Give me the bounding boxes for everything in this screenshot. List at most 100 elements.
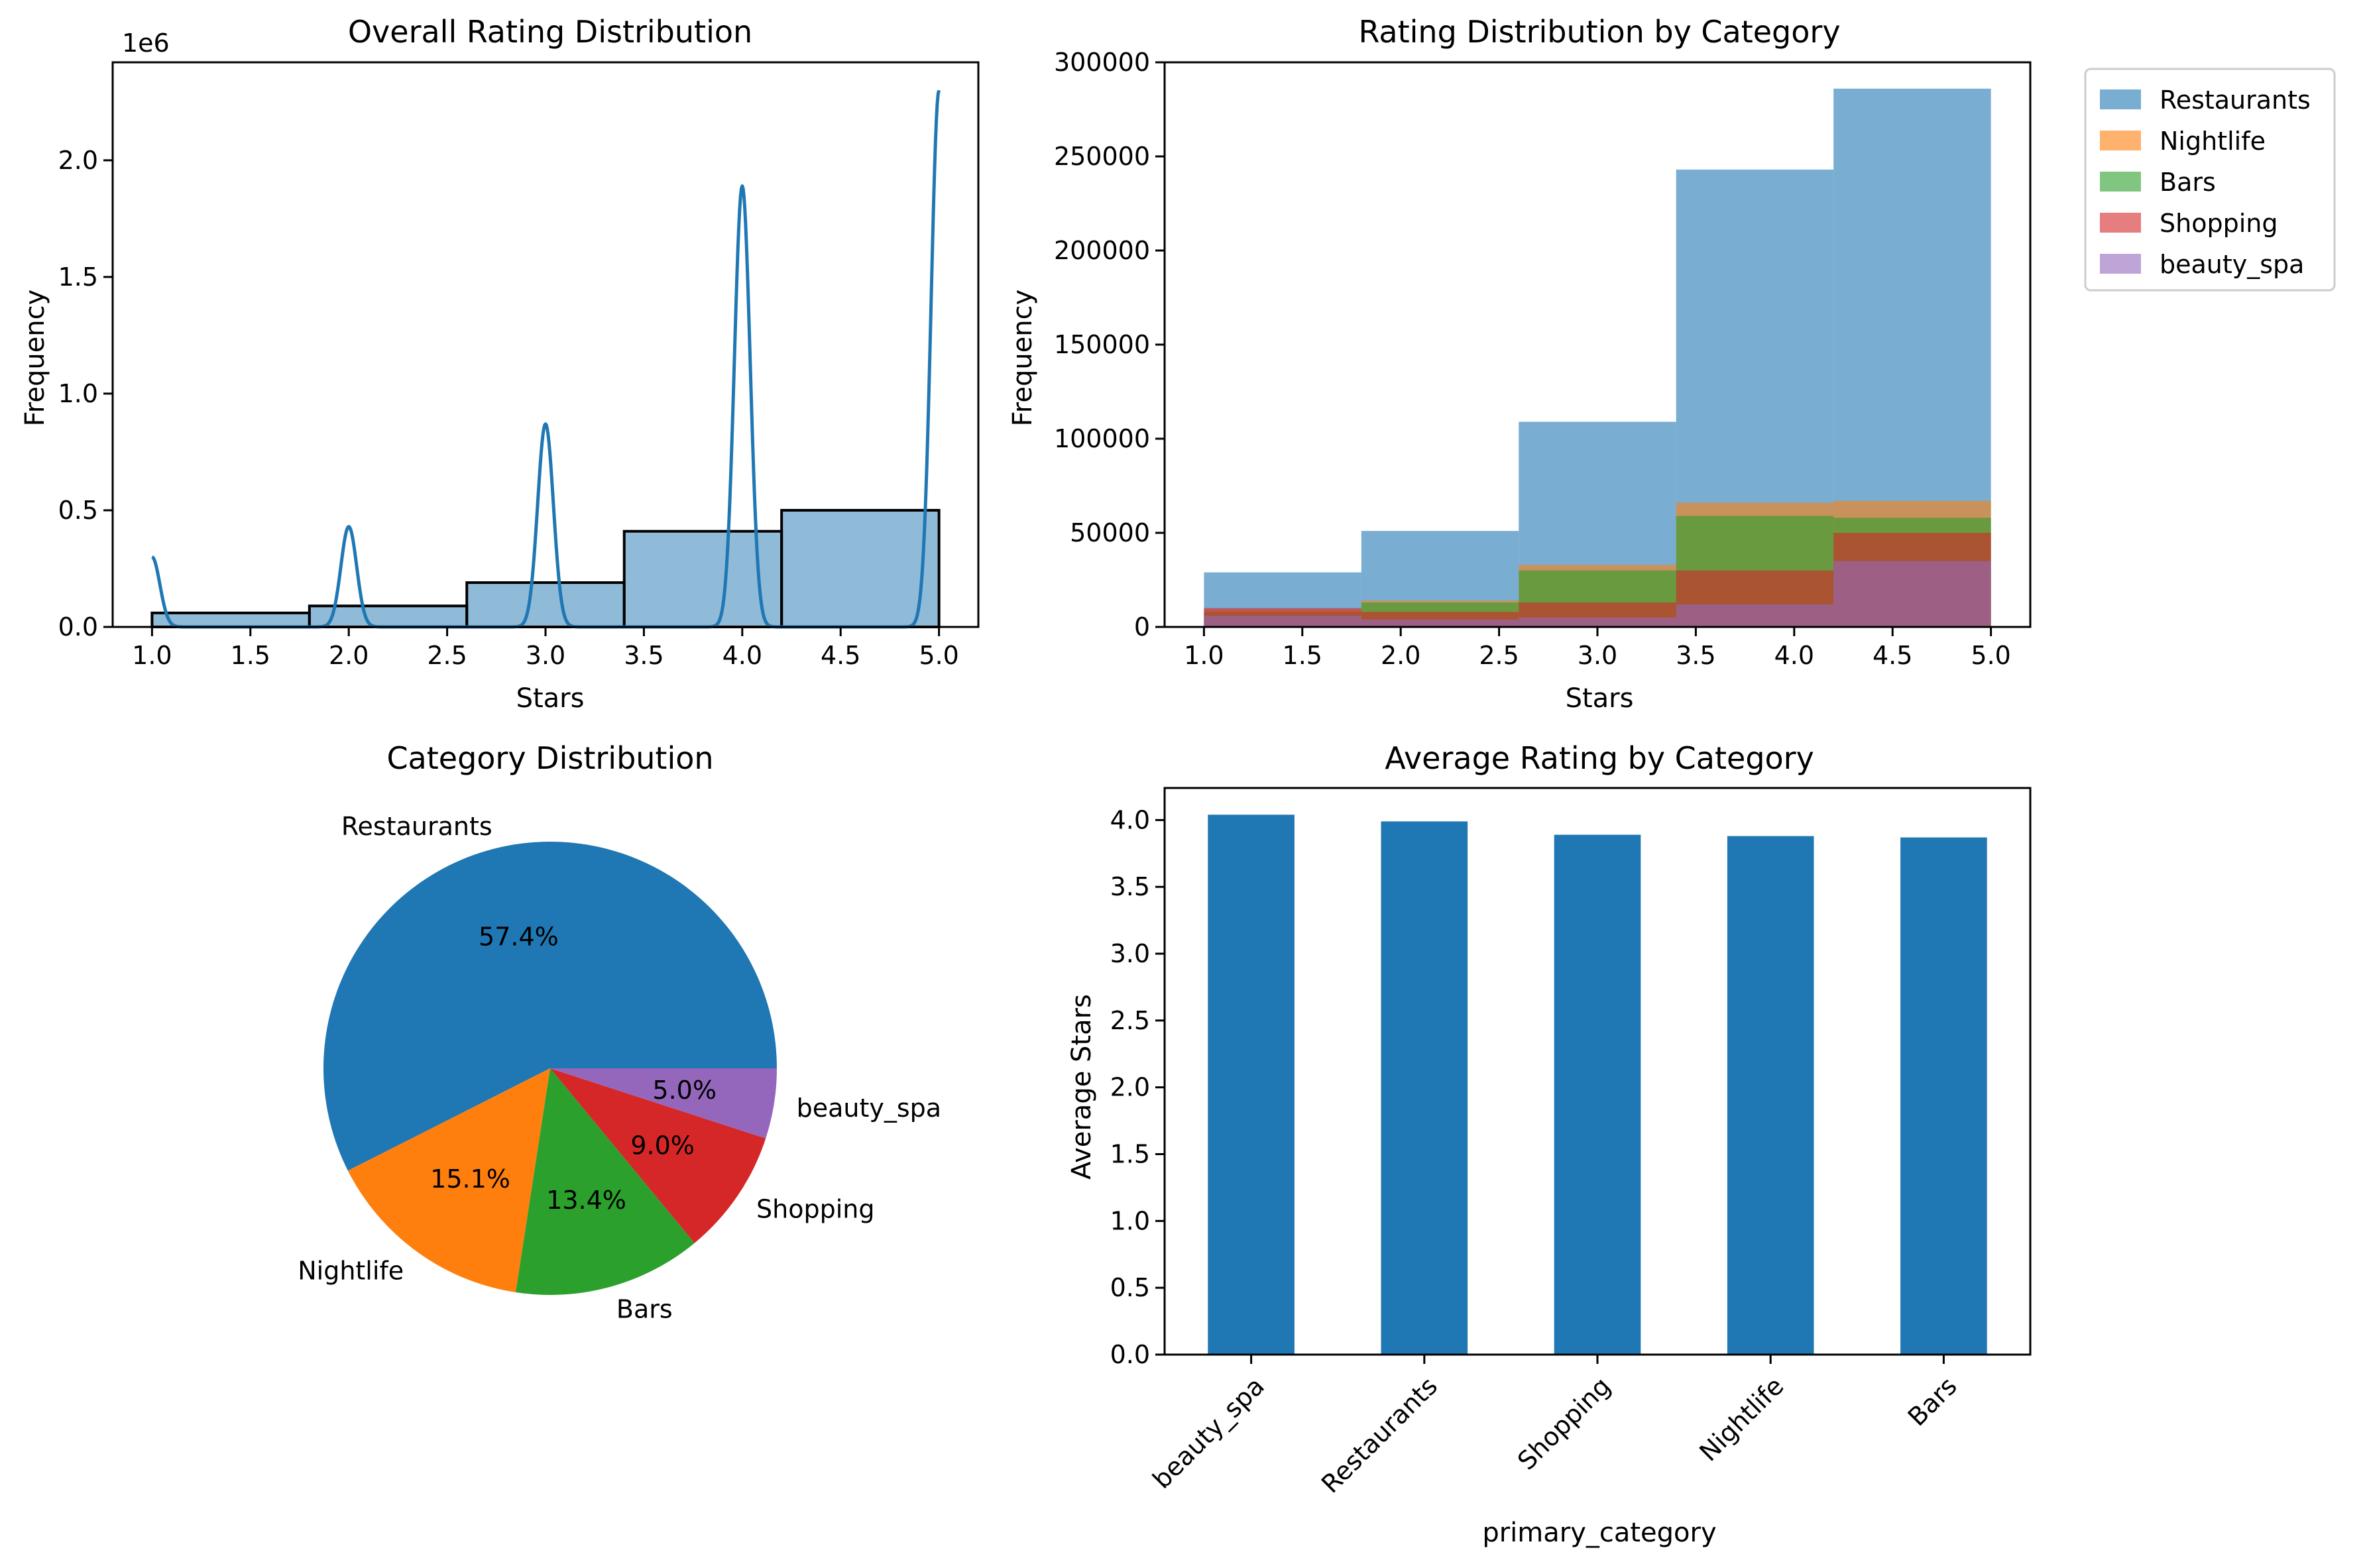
chart1-x-tick-label: 1.5 — [231, 641, 270, 670]
chart2-y-tick-label: 300000 — [1054, 48, 1150, 77]
chart1-x-label: Stars — [516, 683, 585, 714]
chart3-title: Category Distribution — [386, 740, 713, 776]
chart3-slice-percent: 9.0% — [630, 1131, 695, 1160]
category-pie-chart: Category Distribution Restaurants 57.4% Ni… — [298, 740, 941, 1324]
chart2-y-tick-label: 50000 — [1070, 518, 1150, 547]
chart1-marks — [150, 89, 941, 629]
chart4-y-tick-label: 0.5 — [1110, 1273, 1150, 1302]
chart4-y-tick-label: 3.0 — [1110, 939, 1150, 968]
chart4-bar — [1727, 836, 1814, 1355]
chart3-slice-shopping — [550, 1068, 766, 1243]
chart4-y-tick-label: 2.0 — [1110, 1073, 1150, 1102]
chart2-bar-beauty-spa — [1519, 617, 1676, 627]
category-rating-chart: Rating Distribution by Category 1.0 1.5 2.… — [1008, 14, 2336, 714]
chart1-x-tick-label: 4.0 — [722, 641, 762, 670]
chart4-y-tick-label: 1.0 — [1110, 1206, 1150, 1235]
chart4-y-label: Average Stars — [1067, 994, 1097, 1180]
chart4-title: Average Rating by Category — [1385, 740, 1814, 776]
chart1-x-tick-label: 2.0 — [329, 641, 369, 670]
chart3-slice-label: beauty_spa — [797, 1093, 941, 1123]
chart3-slice-label: Shopping — [756, 1195, 874, 1224]
chart4-y-tick-label: 1.5 — [1110, 1140, 1150, 1169]
chart3-slice-bars — [516, 1068, 695, 1296]
chart3-slice-percent: 13.4% — [546, 1186, 626, 1215]
average-rating-chart: Average Rating by Category beauty_spa Res… — [1067, 740, 2032, 1548]
chart1-x-tick-label: 2.5 — [427, 641, 467, 670]
chart3-slice-percent: 57.4% — [479, 922, 559, 951]
chart2-x-tick-label: 3.5 — [1676, 641, 1715, 670]
chart3-slice-beauty-spa — [550, 1068, 777, 1139]
chart3-slice-restaurants — [323, 842, 777, 1171]
chart2-x-label: Stars — [1566, 683, 1634, 714]
chart2-legend: Restaurants Nightlife Bars Shopping beauty_s… — [2084, 68, 2336, 292]
chart1-y-tick-label: 1.0 — [58, 379, 98, 408]
chart2-title: Rating Distribution by Category — [1358, 14, 1840, 50]
chart4-y-tick-label: 2.5 — [1110, 1006, 1150, 1035]
chart2-legend-swatch — [2100, 254, 2141, 274]
chart2-x-tick-label: 4.5 — [1873, 641, 1912, 670]
chart2-y-tick-label: 100000 — [1054, 424, 1150, 453]
chart2-x-tick-label: 1.0 — [1184, 641, 1224, 670]
chart2-x-tick-label: 2.5 — [1479, 641, 1519, 670]
chart2-x-tick-label: 4.0 — [1774, 641, 1814, 670]
chart1-x-tick-label: 3.5 — [624, 641, 664, 670]
chart4-frame — [1163, 787, 2032, 1356]
chart1-x-tick-label: 4.5 — [821, 641, 860, 670]
chart4-bar — [1208, 814, 1295, 1355]
chart2-y-tick-label: 250000 — [1054, 142, 1150, 171]
chart2-legend-swatch — [2100, 89, 2141, 109]
chart2-bar-beauty-spa — [1676, 604, 1834, 627]
chart2-legend-swatch — [2100, 131, 2141, 150]
chart2-marks — [1204, 88, 1991, 627]
chart4-y-tick-label: 4.0 — [1110, 805, 1150, 834]
chart1-x-tick-label: 3.0 — [526, 641, 565, 670]
chart2-x-tick-label: 2.0 — [1381, 641, 1420, 670]
chart2-legend-label: Shopping — [2160, 209, 2278, 238]
chart1-y-tick-label: 0.5 — [58, 496, 98, 525]
chart1-y-tick-label: 1.5 — [58, 262, 98, 292]
chart2-legend-swatch — [2100, 213, 2141, 233]
chart3-marks: Restaurants 57.4% Nightlife 15.1% Bars 13.4% S… — [298, 812, 941, 1324]
chart3-slice-label: Restaurants — [341, 812, 492, 841]
chart2-bar-beauty-spa — [1204, 615, 1361, 627]
chart1-frame — [111, 61, 980, 628]
chart1-bar — [780, 508, 941, 628]
chart1-y-tick-label: 0.0 — [58, 612, 98, 642]
chart2-y-label: Frequency — [1008, 290, 1038, 427]
chart2-x-axis: 1.0 1.5 2.0 2.5 3.0 3.5 4.0 4.5 5.0 — [1184, 627, 2011, 670]
overall-rating-chart: Overall Rating Distribution 1e6 1.0 1.5 2.… — [20, 14, 980, 714]
chart4-x-label: primary_category — [1482, 1518, 1716, 1548]
chart2-y-tick-label: 0 — [1134, 612, 1150, 642]
chart1-y-axis: 0.0 0.5 1.0 1.5 2.0 — [58, 146, 113, 642]
chart2-legend-label: Bars — [2160, 168, 2216, 197]
chart1-x-tick-label: 5.0 — [919, 641, 958, 670]
chart3-slice-percent: 5.0% — [652, 1076, 717, 1105]
chart2-legend-label: Nightlife — [2160, 127, 2266, 156]
chart2-x-tick-label: 5.0 — [1971, 641, 2010, 670]
chart2-frame — [1163, 61, 2032, 628]
chart2-y-tick-label: 200000 — [1054, 236, 1150, 265]
chart3-slice-label: Bars — [616, 1295, 673, 1324]
chart3-slice-nightlife — [347, 1068, 550, 1293]
chart2-legend-swatch — [2100, 172, 2141, 192]
chart2-bar-beauty-spa — [1361, 619, 1519, 627]
chart2-y-axis: 0 50000 100000 150000 200000 250000 300000 — [1054, 48, 1165, 642]
chart4-y-tick-label: 3.5 — [1110, 872, 1150, 901]
chart2-x-tick-label: 3.0 — [1578, 641, 1617, 670]
chart2-bar-beauty-spa — [1833, 561, 1991, 627]
chart4-y-axis: 0.0 0.5 1.0 1.5 2.0 2.5 3.0 3.5 4.0 — [1110, 805, 1165, 1369]
chart1-x-tick-label: 1.0 — [132, 641, 172, 670]
chart4-y-tick-label: 0.0 — [1110, 1340, 1150, 1369]
chart1-offset-text: 1e6 — [122, 28, 170, 58]
chart1-y-label: Frequency — [20, 290, 50, 427]
chart1-title: Overall Rating Distribution — [348, 14, 752, 50]
chart3-slice-label: Nightlife — [298, 1257, 404, 1286]
chart1-x-axis: 1.0 1.5 2.0 2.5 3.0 3.5 4.0 4.5 5.0 — [132, 627, 959, 670]
chart1-y-tick-label: 2.0 — [58, 146, 98, 175]
chart2-legend-frame — [2084, 68, 2336, 292]
chart1-bar — [465, 581, 626, 628]
chart2-y-tick-label: 150000 — [1054, 330, 1150, 359]
chart2-x-tick-label: 1.5 — [1283, 641, 1322, 670]
